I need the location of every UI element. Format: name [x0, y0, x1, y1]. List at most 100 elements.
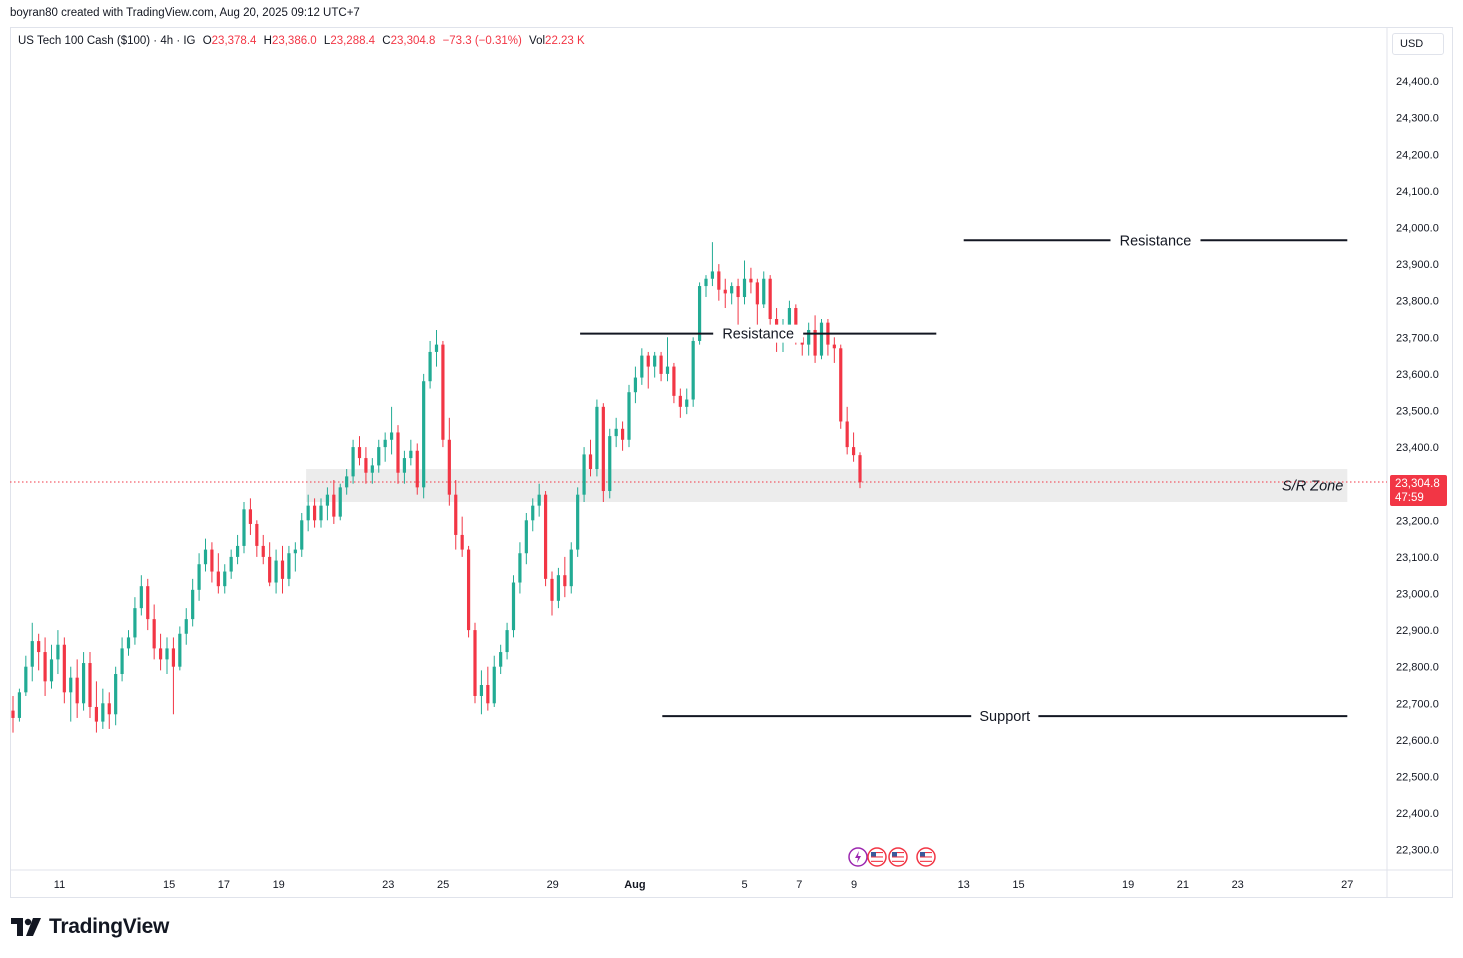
candle-body [197, 564, 201, 590]
price-tick-label: 22,800.0 [1396, 662, 1439, 674]
time-tick-label: 15 [1012, 879, 1024, 891]
vol-label: Vol [529, 35, 546, 47]
price-tick-label: 22,900.0 [1396, 625, 1439, 637]
price-tick-label: 24,400.0 [1396, 76, 1439, 88]
candle [158, 633, 163, 671]
candle [357, 436, 362, 466]
candle-body [409, 450, 413, 459]
candle-body [415, 450, 419, 488]
axis-lines [10, 28, 1453, 897]
candle [486, 666, 490, 711]
candle-body [819, 322, 824, 356]
symbol-info[interactable]: US Tech 100 Cash ($100) · 4h · IG [18, 35, 196, 47]
candle-body [248, 509, 253, 524]
candle-body [184, 619, 188, 634]
candle [576, 487, 580, 557]
price-tick-label: 23,400.0 [1396, 442, 1439, 454]
open-label: O [202, 35, 212, 47]
candle-body [486, 685, 490, 704]
us-flag-icon[interactable] [867, 847, 887, 867]
flag-stripe [920, 852, 932, 854]
candle-body [608, 436, 612, 492]
candle-body [210, 549, 214, 572]
candle [229, 549, 233, 579]
time-tick-label: 5 [741, 879, 747, 891]
candle [588, 439, 593, 477]
low-value: 23,288.4 [330, 35, 376, 47]
candle [37, 633, 41, 671]
flag-stripe [920, 854, 932, 856]
candle [146, 578, 150, 631]
candle [813, 315, 817, 363]
candle-body [396, 432, 400, 473]
candle-body [531, 505, 535, 521]
us-flag-icon[interactable] [888, 847, 908, 867]
candle [672, 362, 676, 404]
candle [280, 545, 285, 594]
candle-body [704, 278, 708, 287]
candle-body [261, 545, 265, 557]
annotation-label-bg [971, 707, 1039, 726]
candle [338, 483, 342, 521]
candle [832, 337, 836, 363]
time-tick-label: 23 [382, 879, 394, 891]
candle-body [858, 455, 862, 483]
candle-body [345, 476, 349, 488]
candle [287, 545, 291, 587]
price-axis[interactable]: 22,300.0 22,400.0 22,500.0 22,600.0 22,700.0… [1396, 76, 1439, 857]
candle-body [43, 652, 47, 682]
candle [56, 630, 60, 675]
lightning-icon[interactable] [848, 847, 868, 867]
candle-body [576, 494, 580, 550]
candle [24, 655, 28, 696]
brand[interactable]: TradingView [11, 915, 169, 939]
candle [81, 652, 86, 711]
candle [293, 542, 297, 572]
close-value: 23,304.8 [390, 35, 436, 47]
candle-body [319, 505, 323, 521]
flag-stripe [871, 852, 883, 854]
candle [447, 417, 451, 506]
candle [17, 688, 22, 722]
candle-body [255, 523, 259, 546]
time-axis[interactable]: 11151719232529Aug579131519212327Sep35911… [54, 879, 1463, 891]
tradingview-logo-icon [11, 918, 41, 936]
candle [126, 630, 131, 656]
candle [454, 480, 458, 550]
candle-body [851, 447, 856, 456]
candle-body [730, 286, 734, 294]
flag-stripe [892, 852, 904, 854]
annotations[interactable]: Resistance Resistance Support [580, 231, 1348, 726]
close-label: C [382, 35, 391, 47]
candle [133, 597, 137, 645]
candle-body [685, 399, 689, 407]
price-tick-label: 24,100.0 [1396, 186, 1439, 198]
low-label: L [323, 35, 331, 47]
sr-zone[interactable]: S/R Zone [10, 469, 1387, 502]
candle [268, 542, 272, 587]
candle [43, 637, 47, 696]
price-tick-label: 23,800.0 [1396, 296, 1439, 308]
candle-body [434, 344, 439, 352]
candle [845, 406, 849, 455]
candle [473, 622, 477, 704]
candle [460, 516, 464, 557]
us-flag-icon[interactable] [916, 847, 936, 867]
candle-body [653, 355, 657, 367]
candle-body [659, 355, 663, 374]
candle-body [499, 652, 503, 667]
candle [691, 337, 695, 407]
time-tick-label: 7 [796, 879, 802, 891]
candle-body [268, 556, 272, 583]
event-icons[interactable] [848, 847, 936, 867]
candle [300, 512, 304, 557]
currency-selector[interactable]: USD [1392, 33, 1444, 55]
candle-body [678, 395, 682, 407]
candle [627, 384, 631, 448]
candle-body [762, 278, 766, 305]
candle-body [505, 630, 509, 653]
candle [723, 278, 727, 309]
candle-body [203, 549, 208, 565]
time-tick-label: 11 [54, 879, 65, 891]
